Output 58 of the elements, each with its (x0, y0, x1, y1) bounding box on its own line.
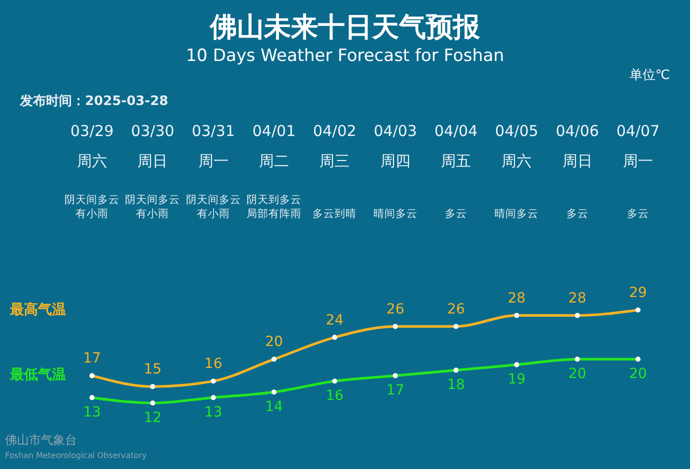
text: 周三 (320, 152, 350, 170)
text: 晴间多云 (373, 207, 418, 220)
text: 周一 (623, 152, 653, 170)
text: 周二 (259, 152, 289, 170)
text: 单位℃ (629, 68, 670, 83)
data-label: 29 (629, 285, 647, 301)
data-label: 20 (568, 366, 586, 382)
x-tick-label: 04/04 (434, 122, 478, 140)
data-label: 18 (447, 377, 465, 394)
data-label: 20 (265, 334, 283, 350)
data-label: 28 (568, 290, 586, 306)
data-label: 16 (326, 388, 344, 404)
data-label: 13 (204, 404, 222, 421)
x-tick-label: 04/07 (616, 122, 660, 140)
data-label: 28 (508, 290, 526, 306)
text: 晴间多云 (494, 207, 539, 220)
text: 多云 (445, 208, 467, 220)
x-tick-label: 04/05 (495, 122, 538, 140)
data-label: 16 (204, 356, 222, 372)
series-label: 最低气温 (9, 367, 66, 383)
data-label: 14 (265, 399, 283, 416)
text: 多云 (627, 208, 649, 220)
x-tick-label: 03/31 (192, 122, 235, 140)
data-label: 17 (83, 350, 101, 367)
text: Foshan Meteorological Observatory (5, 451, 147, 460)
data-label: 26 (447, 301, 465, 318)
text: 阴天间多云有小雨 (186, 194, 241, 220)
text: 多云到晴 (312, 207, 357, 220)
data-label: 19 (508, 372, 526, 388)
text: 佛山市气象台 (5, 433, 77, 447)
data-label: 15 (144, 362, 162, 378)
data-label: 24 (326, 312, 344, 328)
x-tick-label: 03/30 (131, 122, 174, 140)
text: 周六 (77, 152, 107, 170)
text: 周日 (562, 152, 592, 170)
text: 最高气温 (9, 301, 66, 318)
chart-subtitle: 10 Days Weather Forecast for Foshan (186, 46, 504, 66)
data-label: 13 (83, 404, 101, 421)
text: 发布时间：2025-03-28 (19, 94, 168, 109)
text: 阴天间多云有小雨 (64, 194, 120, 220)
x-tick-label: 04/01 (252, 122, 296, 140)
text: 周一 (198, 152, 228, 170)
data-label: 17 (386, 382, 404, 399)
x-tick-label: 04/06 (556, 122, 599, 140)
data-label: 20 (629, 366, 647, 382)
chart-title: 佛山未来十日天气预报 (209, 12, 481, 43)
data-label: 26 (386, 301, 404, 318)
x-tick-label: 04/03 (374, 122, 417, 140)
text: 阴天到多云局部有阵雨 (246, 194, 302, 220)
text: 多云 (566, 208, 588, 220)
data-label: 12 (144, 410, 162, 426)
text: 周六 (502, 152, 532, 170)
text: 周四 (380, 152, 410, 170)
text: 阴天间多云有小雨 (125, 194, 180, 220)
text: 周五 (441, 152, 471, 170)
x-tick-label: 04/02 (313, 122, 356, 140)
x-tick-label: 03/29 (70, 122, 114, 140)
text: 周日 (138, 152, 168, 170)
